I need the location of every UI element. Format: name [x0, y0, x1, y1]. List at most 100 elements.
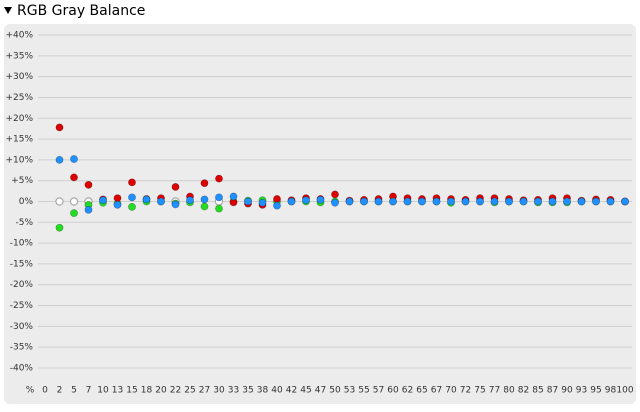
- panel: [4, 24, 636, 404]
- data-point: [490, 197, 499, 206]
- data-point: [374, 197, 383, 206]
- panel-title: RGB Gray Balance: [17, 3, 145, 19]
- x-tick-label: 75: [474, 386, 485, 396]
- data-point: [84, 180, 93, 189]
- x-tick-label: 22: [170, 386, 181, 396]
- y-tick-label: 0%: [19, 197, 34, 207]
- x-tick-label: 57: [373, 386, 384, 396]
- x-tick-label: 45: [300, 386, 311, 396]
- data-point: [476, 197, 484, 206]
- data-point: [505, 197, 513, 206]
- x-tick-label: 60: [387, 386, 399, 396]
- data-point: [142, 195, 151, 204]
- data-point: [418, 197, 426, 206]
- x-tick-label: 33: [228, 386, 239, 396]
- x-tick-label: 87: [547, 386, 558, 396]
- data-point: [273, 195, 281, 203]
- y-tick-label: +20%: [5, 114, 33, 124]
- x-tick-label: 100: [616, 386, 633, 396]
- y-tick-label: +15%: [5, 135, 33, 145]
- x-tick-label: 20: [155, 386, 167, 396]
- data-point: [69, 197, 79, 206]
- collapse-icon[interactable]: [4, 7, 12, 14]
- data-point: [606, 197, 615, 206]
- data-point: [244, 197, 252, 206]
- data-point: [621, 197, 629, 206]
- x-tick-label: 72: [460, 386, 471, 396]
- x-tick-label: 62: [402, 386, 413, 396]
- data-point: [128, 193, 136, 202]
- data-point: [534, 197, 542, 206]
- data-point: [128, 203, 136, 211]
- data-point: [55, 155, 64, 164]
- y-tick-label: -10%: [10, 239, 34, 249]
- x-tick-label: 65: [416, 386, 427, 396]
- data-point: [84, 205, 93, 214]
- data-point: [215, 193, 223, 202]
- x-tick-label: 35: [242, 386, 253, 396]
- x-tick-label: 55: [358, 386, 369, 396]
- x-tick-label: 13: [112, 386, 123, 396]
- y-tick-label: +10%: [5, 155, 33, 165]
- y-tick-label: -30%: [10, 322, 34, 332]
- data-point: [258, 198, 267, 207]
- x-tick-label: 10: [97, 386, 109, 396]
- data-point: [302, 196, 310, 205]
- data-point: [200, 202, 209, 211]
- data-point: [287, 197, 296, 206]
- y-tick-label: +40%: [5, 31, 33, 41]
- data-point: [113, 200, 122, 209]
- y-tick-label: +25%: [5, 93, 33, 103]
- data-point: [171, 200, 180, 209]
- data-point: [273, 201, 281, 210]
- data-point: [563, 197, 571, 206]
- y-tick-label: +30%: [5, 72, 33, 82]
- x-tick-label: 18: [141, 386, 153, 396]
- data-point: [360, 197, 368, 206]
- data-point: [432, 197, 441, 206]
- y-tick-label: -25%: [10, 301, 34, 311]
- data-point: [548, 197, 557, 206]
- data-point: [186, 196, 194, 205]
- x-tick-label: 2: [57, 386, 63, 396]
- x-tick-label: 27: [199, 386, 210, 396]
- y-tick-label: -40%: [10, 363, 34, 373]
- x-tick-label: 85: [532, 386, 543, 396]
- data-point: [461, 197, 470, 206]
- x-tick-label: 30: [213, 386, 225, 396]
- data-point: [215, 204, 223, 213]
- data-point: [70, 173, 78, 182]
- x-tick-label: 98: [605, 386, 617, 396]
- x-tick-label: 70: [445, 386, 457, 396]
- data-point: [331, 198, 339, 207]
- x-tick-label: 77: [489, 386, 500, 396]
- data-point: [171, 183, 180, 191]
- data-point: [389, 197, 397, 206]
- x-tick-label: 67: [431, 386, 442, 396]
- x-tick-label: 7: [86, 386, 92, 396]
- data-point: [200, 179, 209, 188]
- data-point: [113, 194, 122, 203]
- data-point: [70, 155, 78, 163]
- data-point: [215, 174, 223, 183]
- x-tick-label: 38: [257, 386, 269, 396]
- y-tick-label: -15%: [10, 259, 34, 269]
- x-tick-label: 5: [71, 386, 77, 396]
- x-tick-label: 0: [42, 386, 48, 396]
- data-point: [345, 197, 354, 206]
- x-tick-label: 90: [561, 386, 573, 396]
- x-tick-label: 15: [126, 386, 137, 396]
- x-tick-label: 80: [503, 386, 515, 396]
- data-point: [99, 196, 107, 205]
- data-point: [316, 195, 325, 204]
- y-tick-label: -5%: [15, 218, 33, 228]
- x-tick-label: 40: [271, 386, 283, 396]
- y-tick-label: -20%: [10, 280, 34, 290]
- y-tick-label: -35%: [10, 343, 34, 353]
- y-tick-label: +5%: [11, 176, 33, 186]
- data-point: [331, 190, 339, 199]
- data-point: [55, 197, 64, 206]
- data-point: [577, 197, 586, 206]
- data-point: [55, 223, 64, 232]
